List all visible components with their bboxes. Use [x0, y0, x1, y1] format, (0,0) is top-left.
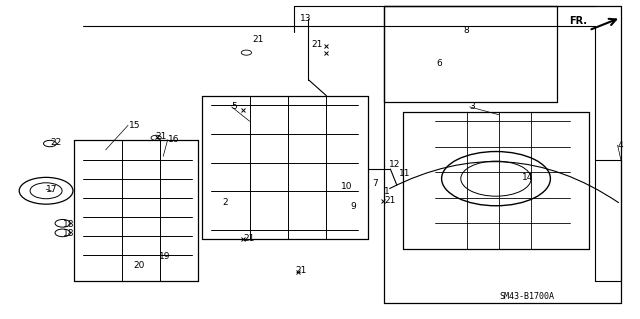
- Text: 9: 9: [351, 202, 356, 211]
- Text: 13: 13: [300, 14, 311, 23]
- Text: 2: 2: [223, 198, 228, 207]
- Text: 21: 21: [243, 234, 255, 243]
- Text: 10: 10: [341, 182, 353, 191]
- Text: 21: 21: [384, 196, 396, 205]
- Text: 20: 20: [133, 261, 145, 270]
- Text: 6: 6: [436, 59, 442, 68]
- Text: 1: 1: [384, 187, 390, 196]
- Text: 8: 8: [463, 26, 469, 35]
- Text: 21: 21: [156, 132, 167, 141]
- Text: 15: 15: [129, 121, 141, 130]
- Text: 3: 3: [470, 102, 476, 111]
- Text: 18: 18: [63, 220, 74, 229]
- Text: 22: 22: [50, 138, 61, 147]
- Text: 19: 19: [159, 252, 170, 261]
- Text: 21: 21: [253, 35, 264, 44]
- Text: 5: 5: [232, 102, 237, 111]
- Text: 21: 21: [296, 266, 307, 275]
- Text: 4: 4: [618, 141, 623, 150]
- Text: 17: 17: [46, 185, 58, 194]
- Text: 14: 14: [522, 173, 533, 182]
- Text: SM43-B1700A: SM43-B1700A: [499, 292, 554, 301]
- Text: 16: 16: [168, 135, 179, 144]
- Text: 21: 21: [312, 40, 323, 48]
- Text: 18: 18: [63, 229, 74, 238]
- Text: 11: 11: [399, 169, 410, 178]
- Text: 12: 12: [389, 160, 401, 169]
- Text: FR.: FR.: [570, 16, 588, 26]
- Text: 7: 7: [372, 179, 378, 188]
